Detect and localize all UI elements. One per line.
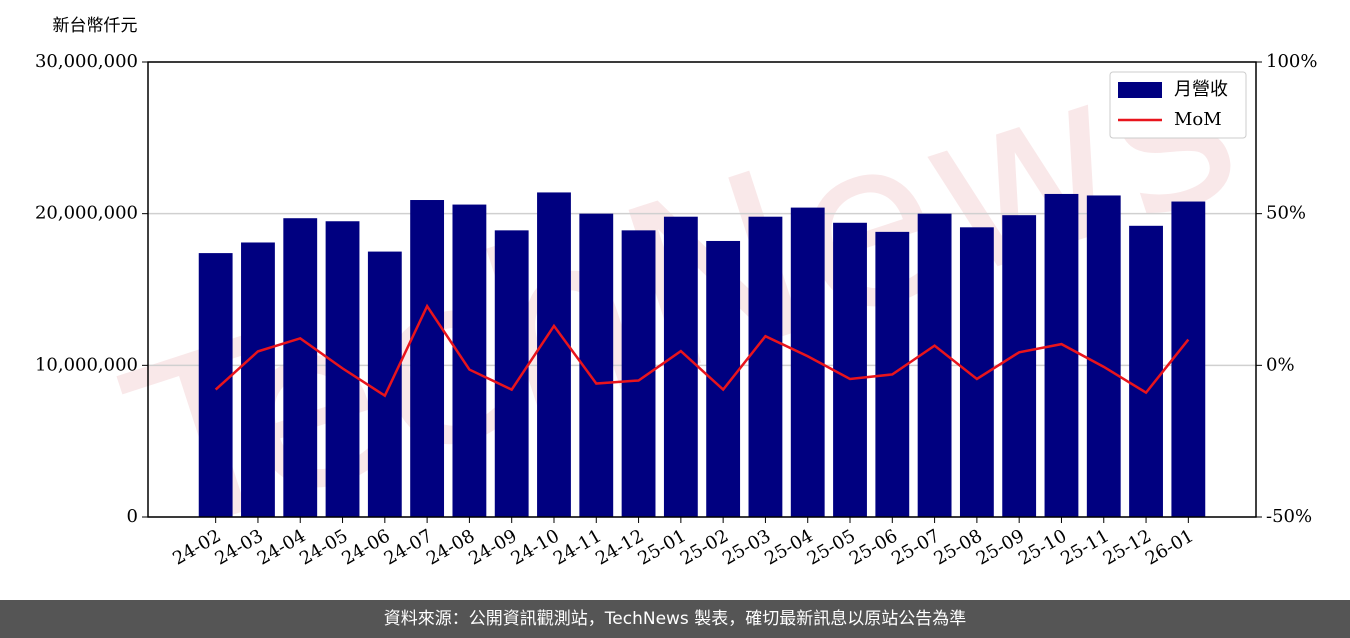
legend-swatch (1118, 82, 1162, 98)
bar (198, 253, 233, 517)
y-axis-label: 新台幣仟元 (53, 16, 138, 36)
y2-tick-label: 0% (1266, 354, 1295, 375)
bar (367, 251, 402, 518)
bar (579, 213, 614, 517)
y-tick-label: 30,000,000 (35, 51, 138, 72)
bar (537, 192, 571, 517)
bar (283, 218, 318, 517)
y2-tick-label: 50% (1266, 203, 1306, 224)
y2-tick-label: 100% (1266, 51, 1317, 72)
chart: 新台幣仟元 TechNews 010,000,00020,000,00030,0… (35, 0, 1318, 588)
y-tick-label: 20,000,000 (35, 203, 138, 224)
y2-tick-label: -50% (1266, 506, 1312, 527)
bar (748, 216, 783, 517)
footer: 資料來源：公開資訊觀測站，TechNews 製表，確切最新訊息以原站公告為準 (0, 600, 1350, 638)
bar (1002, 215, 1037, 517)
bar (1129, 225, 1163, 518)
plot-frame (147, 61, 1257, 518)
legend-label: 月營收 (1174, 79, 1228, 100)
bar (1171, 201, 1206, 518)
bar (1044, 193, 1079, 517)
line (214, 303, 1190, 398)
bar (410, 200, 445, 517)
bar (1086, 195, 1121, 517)
bar (452, 204, 487, 518)
bar (917, 213, 952, 517)
x-tick-label: 26-01 (1142, 525, 1197, 569)
y-tick-label: 10,000,000 (35, 354, 138, 375)
bar (663, 216, 698, 517)
legend-label: MoM (1174, 109, 1222, 130)
bar (833, 222, 867, 517)
y-tick-label: 0 (127, 506, 138, 527)
bar (241, 242, 275, 517)
